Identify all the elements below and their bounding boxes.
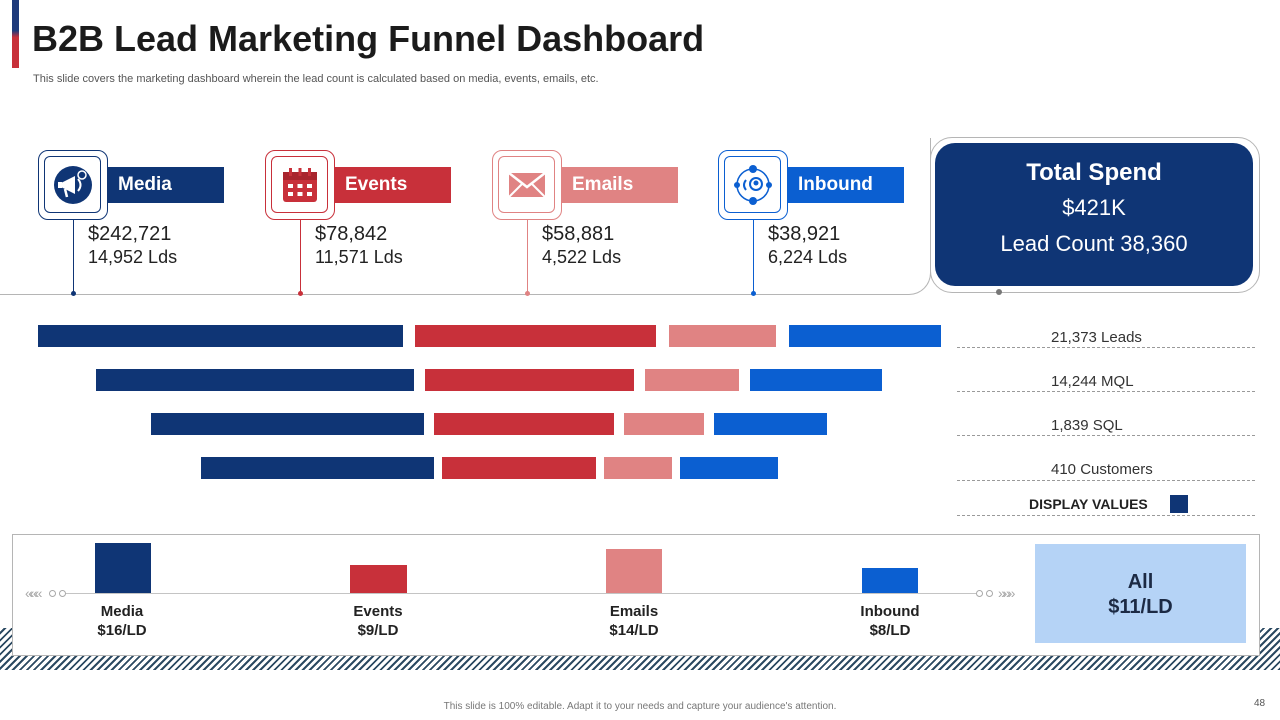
total-spend-title: Total Spend (1026, 159, 1162, 186)
media-stem-dot (71, 291, 76, 296)
left-chevrons-icon: ««« (25, 585, 42, 601)
funnel-bar-sql-emails (624, 413, 704, 435)
events-leads: 11,571 Lds (315, 247, 403, 267)
funnel-bar-leads-inbound (789, 325, 941, 347)
inbound-stem-dot (751, 291, 756, 296)
axis-ring-icon (49, 590, 56, 597)
customer-network-icon (724, 156, 781, 213)
cpl-value-media: $16/LD (97, 622, 147, 639)
cpl-bar-emails (606, 549, 662, 593)
funnel-bar-customers-emails (604, 457, 672, 479)
stage-divider (957, 391, 1255, 392)
axis-ring-icon (976, 590, 983, 597)
events-stem-dot (298, 291, 303, 296)
cost-per-lead-axis (66, 593, 976, 594)
megaphone-icon (44, 156, 101, 213)
all-cost-per-lead-card: All $11/LD (1035, 544, 1246, 643)
media-leads: 14,952 Lds (88, 247, 178, 267)
funnel-bar-sql-media (151, 413, 424, 435)
inbound-label: Inbound (782, 167, 904, 203)
emails-amount: $58,881 (542, 223, 615, 245)
stage-label-leads: 21,373 Leads (1051, 329, 1142, 346)
events-icon-box (265, 150, 335, 220)
category-card-inbound[interactable]: Inbound $38,921 6,224 Lds (718, 150, 958, 300)
emails-label: Emails (556, 167, 678, 203)
category-card-emails[interactable]: Emails $58,881 4,522 Lds (492, 150, 732, 300)
total-lead-count: Lead Count 38,360 (1000, 231, 1188, 256)
cpl-value-events: $9/LD (357, 622, 399, 639)
funnel-bar-leads-events (415, 325, 656, 347)
cpl-name-emails: Emails (609, 603, 659, 620)
total-spend-amount: $421K (1062, 195, 1126, 220)
page-title: B2B Lead Marketing Funnel Dashboard (32, 18, 705, 59)
stage-divider (957, 347, 1255, 348)
all-title: All (1127, 571, 1154, 593)
media-label: Media (102, 167, 224, 203)
media-amount: $242,721 (88, 223, 172, 245)
inbound-stem (753, 220, 754, 294)
display-values-label: DISPLAY VALUES (1029, 496, 1148, 512)
cpl-bar-inbound (862, 568, 918, 593)
inbound-leads: 6,224 Lds (768, 247, 848, 267)
funnel-bar-leads-emails (669, 325, 776, 347)
events-label: Events (329, 167, 451, 203)
funnel-bar-customers-inbound (680, 457, 778, 479)
cpl-name-events: Events (353, 603, 403, 620)
stage-label-mql: 14,244 MQL (1051, 373, 1134, 390)
funnel-bar-mql-emails (645, 369, 739, 391)
media-stem (73, 220, 74, 294)
cpl-bar-events (350, 565, 407, 593)
cpl-bar-media (95, 543, 151, 593)
right-chevrons-icon: »»» (998, 585, 1015, 601)
inbound-icon-box (718, 150, 788, 220)
total-spend-card: Total Spend $421K Lead Count 38,360 (935, 143, 1253, 286)
funnel-bar-mql-inbound (750, 369, 882, 391)
total-spend-connector-dot (996, 289, 1002, 295)
emails-icon-box (492, 150, 562, 220)
funnel-bar-sql-events (434, 413, 614, 435)
cpl-value-emails: $14/LD (609, 622, 659, 639)
category-card-events[interactable]: Events $78,842 11,571 Lds (265, 150, 505, 300)
calendar-icon (271, 156, 328, 213)
category-card-media[interactable]: Media $242,721 14,952 Lds (38, 150, 278, 300)
page-number: 48 (1254, 698, 1266, 709)
stage-divider (957, 515, 1255, 516)
display-values-toggle[interactable] (1170, 495, 1188, 513)
stage-divider (957, 435, 1255, 436)
media-icon-box (38, 150, 108, 220)
total-spend-connector (1002, 292, 1042, 293)
inbound-amount: $38,921 (768, 223, 841, 245)
stage-divider (957, 480, 1255, 481)
footer-note: This slide is 100% editable. Adapt it to… (443, 701, 837, 712)
events-amount: $78,842 (315, 223, 388, 245)
funnel-bar-sql-inbound (714, 413, 827, 435)
funnel-bar-mql-media (96, 369, 414, 391)
stage-label-sql: 1,839 SQL (1051, 417, 1123, 434)
cpl-value-inbound: $8/LD (869, 622, 911, 639)
cpl-name-inbound: Inbound (860, 603, 920, 620)
stage-label-customers: 410 Customers (1051, 461, 1153, 478)
funnel-bar-customers-events (442, 457, 596, 479)
funnel-bar-leads-media (38, 325, 403, 347)
all-value: $11/LD (1108, 596, 1173, 618)
emails-stem (527, 220, 528, 294)
emails-leads: 4,522 Lds (542, 247, 622, 267)
funnel-bar-customers-media (201, 457, 434, 479)
events-stem (300, 220, 301, 294)
axis-ring-icon (59, 590, 66, 597)
emails-stem-dot (525, 291, 530, 296)
envelope-icon (498, 156, 555, 213)
axis-ring-icon (986, 590, 993, 597)
title-accent-bar (12, 0, 19, 68)
funnel-bar-mql-events (425, 369, 634, 391)
cpl-name-media: Media (100, 603, 144, 620)
page-subtitle: This slide covers the marketing dashboar… (33, 73, 599, 85)
